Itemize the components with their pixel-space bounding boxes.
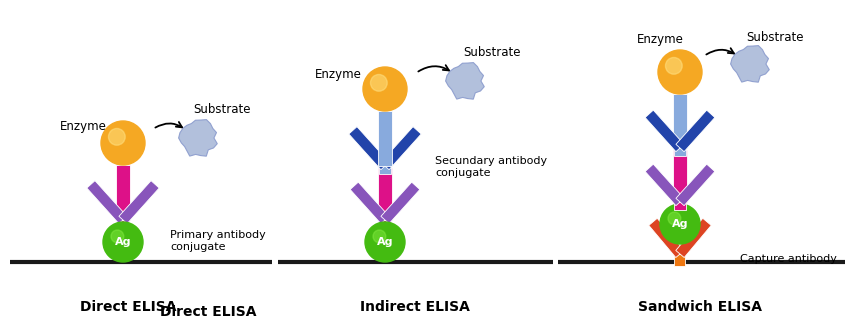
Text: Ag: Ag — [377, 237, 394, 247]
Text: Indirect ELISA: Indirect ELISA — [360, 300, 470, 314]
Text: Sandwich ELISA: Sandwich ELISA — [638, 300, 762, 314]
Circle shape — [365, 222, 405, 262]
Bar — [116, 165, 130, 220]
Bar — [676, 218, 711, 258]
Polygon shape — [445, 63, 484, 99]
Circle shape — [101, 121, 145, 165]
Circle shape — [668, 212, 681, 225]
Bar — [381, 127, 422, 170]
Bar — [350, 182, 389, 224]
Circle shape — [373, 230, 386, 243]
Text: Enzyme: Enzyme — [315, 68, 362, 81]
Bar — [348, 127, 389, 170]
Text: Substrate: Substrate — [463, 46, 520, 59]
Circle shape — [363, 67, 407, 111]
Circle shape — [111, 230, 124, 243]
Bar — [381, 182, 420, 224]
Bar — [645, 164, 684, 206]
Bar — [674, 148, 686, 156]
Bar — [87, 181, 128, 224]
Circle shape — [666, 57, 683, 74]
Circle shape — [658, 50, 702, 94]
Circle shape — [371, 75, 388, 91]
Circle shape — [109, 129, 125, 145]
Bar — [674, 202, 686, 210]
Text: Substrate: Substrate — [193, 103, 251, 116]
Text: Capture antibody: Capture antibody — [740, 254, 837, 264]
Text: Ag: Ag — [115, 237, 131, 247]
Bar — [673, 94, 687, 148]
Text: Direct ELISA: Direct ELISA — [160, 305, 256, 319]
Circle shape — [660, 204, 700, 244]
Text: Substrate: Substrate — [746, 31, 803, 44]
Bar — [379, 220, 391, 228]
Bar — [675, 254, 685, 266]
Text: Enzyme: Enzyme — [637, 33, 683, 46]
Text: Primary antibody
conjugate: Primary antibody conjugate — [170, 230, 266, 252]
Bar — [378, 111, 392, 166]
Polygon shape — [178, 120, 218, 156]
Bar — [673, 150, 687, 202]
Circle shape — [103, 222, 143, 262]
Bar — [117, 220, 129, 228]
Bar — [676, 164, 715, 206]
Bar — [379, 166, 391, 174]
Bar — [649, 218, 684, 258]
Bar — [645, 110, 684, 152]
Text: Ag: Ag — [672, 219, 688, 229]
Bar — [676, 110, 715, 152]
Text: Secundary antibody
conjugate: Secundary antibody conjugate — [435, 156, 547, 178]
Text: Direct ELISA: Direct ELISA — [80, 300, 176, 314]
Text: Enzyme: Enzyme — [60, 120, 107, 133]
Bar — [119, 181, 159, 224]
Bar — [378, 168, 392, 220]
Polygon shape — [731, 46, 769, 82]
